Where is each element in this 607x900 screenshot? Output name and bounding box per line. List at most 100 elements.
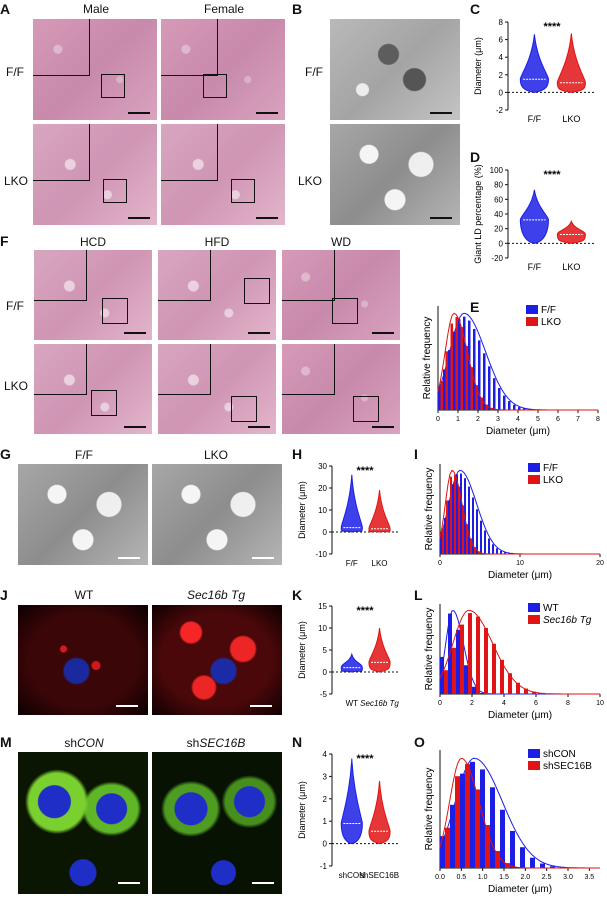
y-tick-label: 10 — [318, 506, 327, 515]
y-tick-label: 5 — [323, 646, 328, 655]
histogram-bar — [464, 665, 468, 694]
violin-wt — [340, 652, 363, 673]
y-axis-label: Relative frequency — [422, 317, 433, 400]
x-category-label: shCON — [339, 871, 365, 880]
col-label-lko: LKO — [203, 448, 228, 462]
col-label-shsec16b: shSEC16B — [186, 736, 246, 750]
histogram-bar — [470, 538, 472, 554]
y-axis-label: Diameter (μm) — [297, 621, 307, 679]
histogram-bar — [476, 616, 480, 694]
y-tick-label: 20 — [318, 484, 327, 493]
violin-lko — [556, 33, 586, 93]
histogram-bar — [504, 552, 506, 554]
he-image-hcd-lko — [34, 344, 152, 434]
histogram-bar — [475, 789, 480, 868]
x-tick-label: 1 — [456, 416, 460, 423]
legend-label: Sec16b Tg — [543, 615, 592, 626]
histogram-bar — [463, 316, 466, 410]
y-axis-label: Diameter (μm) — [473, 37, 483, 95]
histogram-bar — [488, 366, 491, 410]
histogram-bar — [460, 773, 465, 868]
histogram-bar — [472, 686, 476, 694]
panel-label-l: L — [414, 587, 423, 603]
legend-label: shSEC16B — [543, 761, 592, 772]
histogram-bar — [440, 836, 445, 868]
histogram-bar — [470, 761, 475, 868]
panel-label-k: K — [292, 587, 303, 603]
fit-curve — [439, 757, 600, 869]
he-image-female-lko — [161, 124, 285, 225]
histogram-bar — [496, 548, 498, 554]
histogram-bar — [468, 613, 472, 694]
panel-label-c: C — [470, 1, 481, 17]
significance-label: **** — [543, 169, 561, 181]
y-tick-label: -1 — [320, 862, 328, 871]
violin-lko — [368, 490, 391, 533]
histogram-bar — [490, 407, 493, 410]
x-tick-label: 0 — [438, 700, 442, 707]
fit-curve — [439, 609, 600, 695]
histogram-bar — [465, 764, 470, 868]
histogram-bar — [485, 404, 488, 410]
col-label-sec16b-tg: Sec16b Tg — [186, 588, 246, 602]
y-axis-label: Giant LD percentage (%) — [473, 164, 483, 264]
violin-f-f — [519, 34, 549, 93]
histogram-bar — [485, 824, 490, 868]
histogram-bar — [480, 397, 483, 410]
histogram-bar — [452, 647, 456, 694]
y-tick-label: 0 — [323, 668, 328, 677]
histogram-bar — [484, 627, 488, 694]
x-axis-label: Diameter (μm) — [486, 426, 550, 437]
y-axis-label: Relative frequency — [424, 608, 435, 691]
histogram-bar — [470, 367, 473, 410]
he-image-wd-ff — [282, 250, 400, 340]
panel-label-e: E — [470, 299, 480, 315]
histogram-bar — [440, 656, 444, 694]
col-label-hfd: HFD — [204, 235, 230, 249]
he-image-female-ff — [161, 19, 285, 120]
fluorescence-image-shsec16b — [152, 752, 282, 894]
histogram-bar — [500, 809, 505, 868]
row-label-lko: LKO — [4, 174, 29, 188]
fit-curve — [437, 312, 598, 411]
y-axis-label: Relative frequency — [424, 468, 435, 551]
histogram-chart-o: 0.0 0.5 1.0 1.5 2.0 2.5 3.0 3.5 Diameter (μm) Rel… — [424, 749, 600, 895]
histogram-bar — [466, 524, 468, 554]
x-tick-label: 7 — [576, 416, 580, 423]
row-label-lko: LKO — [298, 174, 323, 188]
histogram-bar — [518, 407, 521, 410]
histogram-bar — [440, 532, 442, 554]
x-category-label: F/F — [346, 559, 358, 568]
x-tick-label: 8 — [566, 700, 570, 707]
legend-label: LKO — [543, 475, 563, 486]
x-tick-label: 6 — [556, 416, 560, 423]
histogram-bar — [454, 474, 456, 554]
legend-label: LKO — [541, 317, 561, 328]
y-tick-label: 8 — [499, 18, 504, 27]
col-label-male: Male — [82, 2, 109, 16]
y-tick-label: -5 — [320, 690, 328, 699]
panel-label-m: M — [0, 734, 12, 750]
histogram-bar — [460, 473, 462, 554]
histogram-bar — [455, 317, 458, 410]
y-tick-label: 4 — [323, 750, 328, 759]
x-tick-label: 1.0 — [478, 874, 488, 881]
legend-swatch — [528, 761, 540, 770]
histogram-bar — [448, 500, 450, 554]
legend-swatch — [528, 463, 540, 472]
histogram-bar — [450, 323, 453, 410]
x-tick-label: 5 — [536, 416, 540, 423]
histogram-bar — [438, 385, 441, 410]
violin-chart-h: -10 0 10 20 30 Diameter (μm) **** F/F LKO — [297, 462, 398, 568]
y-tick-label: 40 — [494, 210, 503, 219]
histogram-bar — [478, 551, 480, 554]
histogram-bar — [450, 476, 452, 554]
histogram-bar — [460, 624, 464, 694]
x-tick-label: 4 — [516, 416, 520, 423]
histogram-bar — [443, 369, 446, 410]
row-label-ff: F/F — [6, 65, 24, 79]
y-tick-label: 3 — [323, 772, 328, 781]
he-image-male-ff — [33, 19, 157, 120]
row-label-ff: F/F — [305, 65, 323, 79]
